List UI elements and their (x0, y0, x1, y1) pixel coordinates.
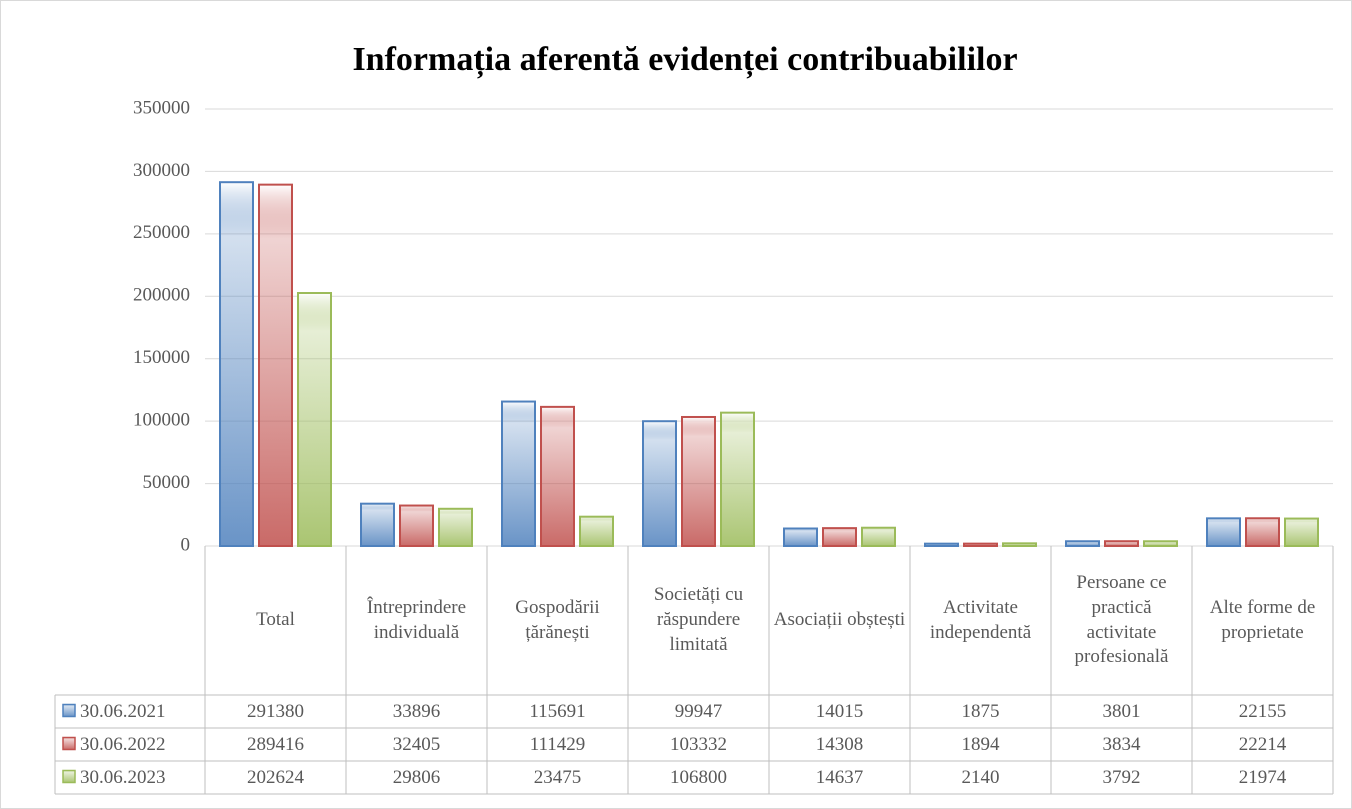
table-value: 106800 (670, 767, 727, 788)
category-cell: Societăți cu răspundere limitată (653, 584, 744, 655)
table-value: 22155 (1239, 701, 1287, 722)
x-tick-label: Activitate independentă (929, 596, 1032, 643)
table-value: 2140 (962, 767, 1000, 788)
bar (924, 542, 959, 548)
x-tick-label: Asociații obștești (773, 609, 906, 631)
table-value: 23475 (534, 767, 582, 788)
category-cell: Alte forme de proprietate (1209, 596, 1316, 643)
y-tick-label: 200000 (133, 285, 190, 306)
table-value: 21974 (1239, 767, 1287, 788)
legend-label: 30.06.2021 (80, 701, 166, 722)
category-cell: Total (256, 609, 295, 631)
legend-key (62, 736, 76, 751)
bar (1065, 540, 1100, 547)
bar (1002, 542, 1037, 548)
bar (720, 411, 755, 547)
bar (681, 415, 716, 547)
bar (399, 504, 434, 547)
y-tick-label: 150000 (133, 347, 190, 368)
table-value: 1894 (962, 734, 1001, 755)
category-cell: Întreprindere individuală (366, 596, 467, 643)
x-tick-label: Total (256, 609, 295, 631)
x-tick-label: Întreprindere individuală (366, 596, 467, 643)
bar (861, 526, 896, 548)
legend-key (62, 769, 76, 784)
table-value: 111429 (530, 734, 586, 755)
table-value: 22214 (1239, 734, 1287, 755)
table-value: 29806 (393, 767, 441, 788)
table-value: 3801 (1103, 701, 1141, 722)
table-value: 99947 (675, 701, 723, 722)
table-value: 1875 (962, 701, 1000, 722)
bar (963, 542, 998, 547)
legend-label: 30.06.2023 (80, 767, 166, 788)
table-value: 291380 (247, 701, 304, 722)
bar (1245, 517, 1280, 547)
bar (1284, 517, 1319, 548)
y-tick-label: 100000 (133, 410, 190, 431)
table-value: 3834 (1103, 734, 1142, 755)
table-value: 103332 (670, 734, 727, 755)
category-cell: Gospodării țărănești (515, 596, 600, 643)
bar (258, 183, 293, 547)
table-value: 202624 (247, 767, 305, 788)
y-tick-label: 0 (181, 534, 191, 555)
bar (1104, 540, 1139, 547)
y-tick-label: 350000 (133, 97, 190, 118)
x-tick-label: Gospodării țărănești (515, 596, 600, 643)
y-tick-label: 50000 (143, 472, 191, 493)
y-tick-label: 300000 (133, 160, 190, 181)
chart-title: Informația aferentă evidenței contribuab… (352, 41, 1017, 79)
table-value: 289416 (247, 734, 304, 755)
table-value: 14308 (816, 734, 864, 755)
legend-label: 30.06.2022 (80, 734, 166, 755)
bar (1206, 517, 1241, 547)
x-tick-label: Alte forme de proprietate (1209, 596, 1316, 643)
table-value: 14015 (816, 701, 864, 722)
bar (579, 515, 614, 547)
bar (438, 507, 473, 548)
table-value: 32405 (393, 734, 441, 755)
x-tick-label: Persoane ce practică activitate profesio… (1074, 572, 1169, 668)
category-cell: Activitate independentă (929, 596, 1032, 643)
table-value: 14637 (816, 767, 864, 788)
y-tick-label: 250000 (133, 222, 190, 243)
table-value: 33896 (393, 701, 441, 722)
bar (219, 181, 254, 547)
bar (297, 292, 332, 547)
bar (501, 400, 536, 547)
bar (783, 527, 818, 548)
bar (822, 527, 857, 547)
bar (1143, 540, 1178, 548)
bar (360, 502, 395, 548)
table-value: 3792 (1103, 767, 1141, 788)
bar (642, 420, 677, 548)
category-cell: Asociații obștești (773, 609, 906, 631)
bar (540, 405, 575, 547)
x-tick-label: Societăți cu răspundere limitată (653, 584, 744, 655)
category-cell: Persoane ce practică activitate profesio… (1074, 572, 1169, 668)
table-value: 115691 (529, 701, 585, 722)
legend-key (62, 703, 76, 718)
